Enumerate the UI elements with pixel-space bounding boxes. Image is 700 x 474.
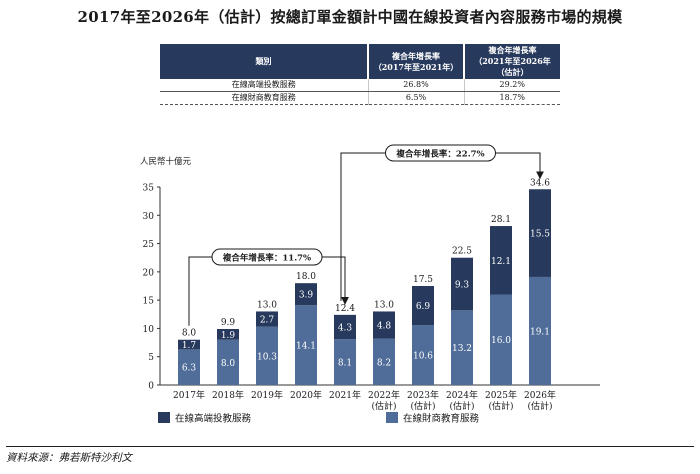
bar-segment-premium-investor [295, 283, 317, 306]
data-label: 4.8 [377, 322, 392, 332]
x-tick-label: (估計) [371, 400, 396, 412]
row-cagr-1: 6.5% [367, 91, 464, 105]
y-tick-label: 15 [143, 297, 155, 307]
data-label: 14.1 [296, 342, 316, 352]
row-cagr-2: 18.7% [463, 91, 560, 105]
y-tick-label: 10 [143, 325, 155, 335]
page-title: 2017年至2026年（估計）按總訂單金額計中國在線投資者內容服務市場的規模 [77, 8, 623, 26]
cagr-label: 複合年增長率：22.7% [395, 149, 484, 160]
data-label: 13.2 [452, 344, 472, 354]
bar-segment-financial-education [295, 305, 317, 385]
cagr-table-header: 類別 複合年增長率 （2017年至2021年） 複合年增長率 （2021年至20… [160, 44, 560, 79]
bar-segment-financial-education [178, 349, 200, 385]
data-label: 10.3 [257, 352, 277, 362]
bar-segment-premium-investor [412, 286, 434, 326]
legend-label: 在線高端投教服務 [175, 413, 252, 425]
x-tick-label: 2018年 [212, 389, 244, 401]
total-label: 17.5 [413, 275, 433, 285]
data-label: 6.3 [182, 364, 197, 374]
total-label: 8.0 [182, 329, 197, 339]
bar-segment-premium-investor [217, 328, 239, 340]
total-label: 28.1 [491, 215, 511, 225]
bar-segment-financial-education [490, 294, 512, 385]
bar-segment-financial-education [334, 339, 356, 385]
bar-segment-financial-education [373, 338, 395, 385]
data-label: 10.6 [413, 352, 433, 362]
data-label: 15.5 [530, 230, 550, 240]
cagr-2021-2026-header: 複合年增長率 （2021年至2026年（估計） [463, 44, 560, 79]
row-cagr-2: 29.2% [463, 79, 560, 92]
category-header: 類別 [160, 44, 368, 79]
cagr-table: 類別 複合年增長率 （2017年至2021年） 複合年增長率 （2021年至20… [160, 44, 560, 105]
cagr-label: 複合年增長率：11.7% [222, 253, 311, 264]
y-tick-label: 30 [143, 212, 155, 222]
bar-segment-premium-investor [373, 311, 395, 339]
data-label: 3.9 [299, 291, 314, 301]
bar-segment-premium-investor [529, 189, 551, 277]
data-label: 4.3 [338, 324, 353, 334]
cagr-badge [385, 144, 496, 162]
y-tick-label: 5 [148, 353, 154, 363]
data-label: 8.2 [377, 358, 391, 368]
bar-segment-premium-investor [256, 311, 278, 327]
stacked-bar-chart: 人民幣十億元 0 5 10 15 20 25 30 35 6.3 1.7 8.0 2017年 8.0 1.9… [140, 144, 600, 425]
row-cagr-1: 26.8% [367, 79, 464, 92]
legend-swatch [158, 412, 170, 423]
source-note: 資料來源：弗若斯特沙利文 [6, 446, 694, 465]
x-tick-label: 2023年 [407, 389, 439, 401]
data-label: 1.9 [221, 331, 236, 341]
row-category: 在線財商教育服務 [160, 91, 368, 105]
data-label: 6.9 [416, 302, 431, 312]
bar-segment-financial-education [256, 326, 278, 385]
table-row: 在線財商教育服務 6.5% 18.7% [160, 91, 560, 105]
data-label: 16.0 [491, 336, 511, 346]
data-label: 19.1 [530, 327, 550, 337]
x-tick-label: 2025年 [485, 389, 517, 401]
legend-label: 在線財商教育服務 [403, 413, 480, 425]
y-tick-label: 25 [143, 240, 155, 250]
x-tick-label: 2019年 [251, 389, 283, 401]
total-label: 18.0 [296, 272, 316, 282]
bar-segment-financial-education [217, 339, 239, 385]
x-tick-label: (估計) [488, 400, 513, 412]
bar-segment-premium-investor [451, 257, 473, 311]
data-label: 1.7 [182, 341, 197, 351]
x-tick-label: 2017年 [173, 389, 205, 401]
x-tick-label: (估計) [410, 400, 435, 412]
total-label: 13.0 [374, 300, 394, 310]
total-label: 9.9 [221, 318, 236, 328]
legend-swatch [386, 412, 398, 423]
data-label: 8.0 [221, 359, 236, 369]
x-tick-label: 2024年 [446, 389, 478, 401]
bar-segment-premium-investor [490, 226, 512, 295]
total-label: 22.5 [452, 247, 472, 257]
y-tick-label: 20 [143, 268, 155, 278]
data-label: 2.7 [260, 316, 275, 326]
x-tick-label: 2026年 [524, 389, 556, 401]
data-label: 8.1 [338, 359, 352, 369]
bar-segment-financial-education [529, 276, 551, 385]
x-tick-label: (估計) [527, 400, 552, 412]
y-tick-label: 35 [143, 184, 155, 194]
y-tick-label: 0 [148, 382, 154, 392]
y-axis-label: 人民幣十億元 [140, 156, 192, 167]
data-label: 9.3 [455, 281, 470, 291]
cagr-2017-2021-header: 複合年增長率 （2017年至2021年） [367, 44, 464, 79]
x-tick-label: 2021年 [329, 389, 361, 401]
bar-segment-financial-education [451, 310, 473, 385]
x-tick-label: 2022年 [368, 389, 400, 401]
total-label: 34.6 [530, 178, 550, 188]
x-tick-label: (估計) [449, 400, 474, 412]
total-label: 12.4 [335, 304, 355, 314]
data-label: 12.1 [491, 257, 511, 267]
bar-segment-premium-investor [334, 314, 356, 340]
table-row: 在線高端投教服務 26.8% 29.2% [160, 79, 560, 92]
cagr-badge [211, 248, 323, 266]
bar-segment-financial-education [412, 325, 434, 385]
x-tick-label: 2020年 [290, 389, 322, 401]
bar-segment-premium-investor [178, 339, 200, 350]
total-label: 13.0 [257, 300, 277, 310]
row-category: 在線高端投教服務 [160, 79, 368, 92]
